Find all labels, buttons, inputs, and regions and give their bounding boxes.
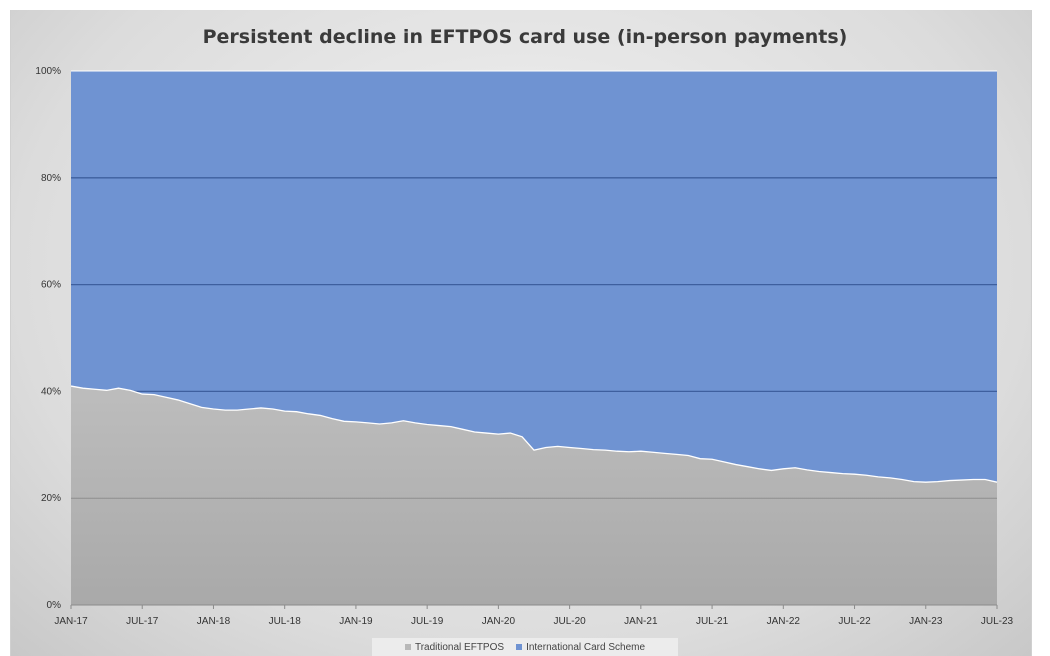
legend: Traditional EFTPOS International Card Sc… bbox=[372, 638, 678, 656]
x-tick-label: JAN-23 bbox=[909, 616, 943, 627]
x-tick-label: JUL-22 bbox=[838, 616, 871, 627]
y-tick-label: 80% bbox=[41, 173, 61, 184]
y-tick-label: 20% bbox=[41, 493, 61, 504]
x-tick-label: JUL-21 bbox=[696, 616, 729, 627]
plot-area bbox=[70, 70, 998, 605]
chart-title: Persistent decline in EFTPOS card use (i… bbox=[202, 26, 848, 48]
area-traditional-eftpos bbox=[71, 386, 997, 605]
x-tick-label: JUL-18 bbox=[269, 616, 302, 627]
x-tick-label: JAN-17 bbox=[54, 616, 88, 627]
legend-label-traditional: Traditional EFTPOS bbox=[414, 641, 505, 653]
x-tick-label: JAN-19 bbox=[339, 616, 373, 627]
series-boundary-line bbox=[70, 385, 998, 483]
x-tick-label: JAN-22 bbox=[767, 616, 801, 627]
legend-item-international: International Card Scheme bbox=[516, 642, 645, 653]
legend-swatch-traditional bbox=[404, 644, 411, 650]
y-axis: 0% 20% 40% 60% 80% 100% bbox=[35, 66, 61, 611]
x-tick-label: JUL-23 bbox=[981, 616, 1014, 627]
x-tick-label: JUL-17 bbox=[126, 616, 159, 627]
x-tick-label: JAN-20 bbox=[482, 616, 516, 627]
x-tick-label: JUL-20 bbox=[553, 616, 586, 627]
y-tick-label: 0% bbox=[47, 600, 62, 611]
y-tick-label: 60% bbox=[41, 280, 61, 291]
x-tick-label: JAN-18 bbox=[197, 616, 231, 627]
y-tick-label: 40% bbox=[41, 386, 61, 397]
x-axis: JAN-17 JUL-17 JAN-18 JUL-18 JAN-19 JUL-19 JAN-… bbox=[54, 604, 1014, 627]
legend-swatch-international bbox=[516, 644, 523, 650]
legend-item-traditional: Traditional EFTPOS bbox=[404, 641, 505, 653]
legend-label-international: International Card Scheme bbox=[526, 641, 646, 653]
y-tick-label: 100% bbox=[35, 66, 61, 77]
x-tick-label: JUL-19 bbox=[411, 616, 444, 627]
x-tick-label: JAN-21 bbox=[624, 616, 658, 627]
